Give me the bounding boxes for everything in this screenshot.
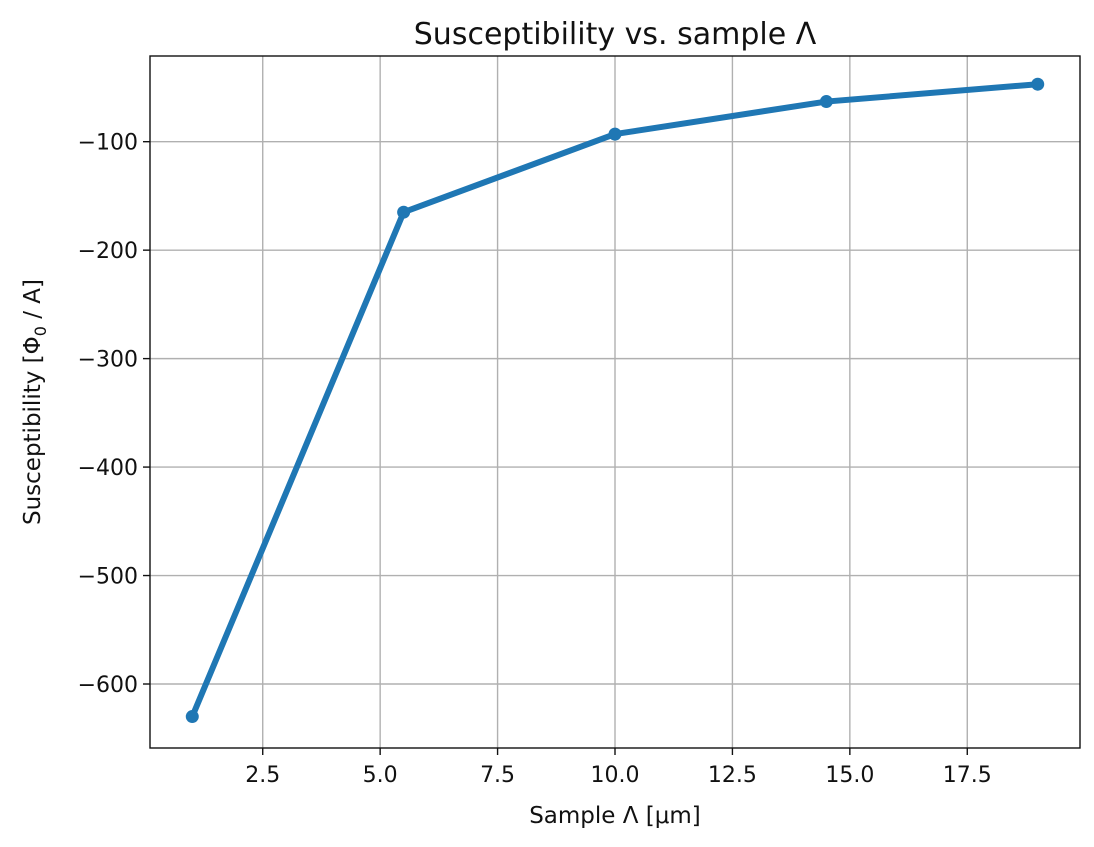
x-axis-label: Sample Λ [μm] xyxy=(529,803,701,829)
chart-title: Susceptibility vs. sample Λ xyxy=(414,17,817,52)
data-point xyxy=(608,127,622,141)
x-tick-label: 12.5 xyxy=(708,763,757,788)
data-point xyxy=(1031,77,1045,91)
y-axis-label-tail: / A] xyxy=(20,279,46,326)
tick-layer: 2.5 5.0 7.5 10.0 12.5 15.0 17.5 −100 −200 −300 −40… xyxy=(78,131,992,788)
x-tick-label: 2.5 xyxy=(245,763,280,788)
y-tick-label: −200 xyxy=(78,239,138,264)
y-tick-label: −100 xyxy=(78,131,138,156)
y-axis-label: Susceptibility [Φ0 / A] xyxy=(20,279,50,525)
grid-layer xyxy=(150,56,1080,748)
x-tick-label: 10.0 xyxy=(591,763,640,788)
data-point xyxy=(819,95,833,109)
data-point xyxy=(185,710,199,724)
x-tick-label: 15.0 xyxy=(825,763,874,788)
y-tick-label: −300 xyxy=(78,348,138,373)
y-tick-label: −400 xyxy=(78,456,138,481)
data-point xyxy=(397,205,411,219)
x-tick-label: 5.0 xyxy=(363,763,398,788)
y-tick-label: −600 xyxy=(78,673,138,698)
x-tick-label: 17.5 xyxy=(943,763,992,788)
x-tick-label: 7.5 xyxy=(480,763,515,788)
y-axis-label-main: Susceptibility [Φ xyxy=(20,336,46,525)
y-axis-label-subscript: 0 xyxy=(31,326,50,336)
plot-layer xyxy=(185,77,1045,724)
y-tick-label: −500 xyxy=(78,565,138,590)
